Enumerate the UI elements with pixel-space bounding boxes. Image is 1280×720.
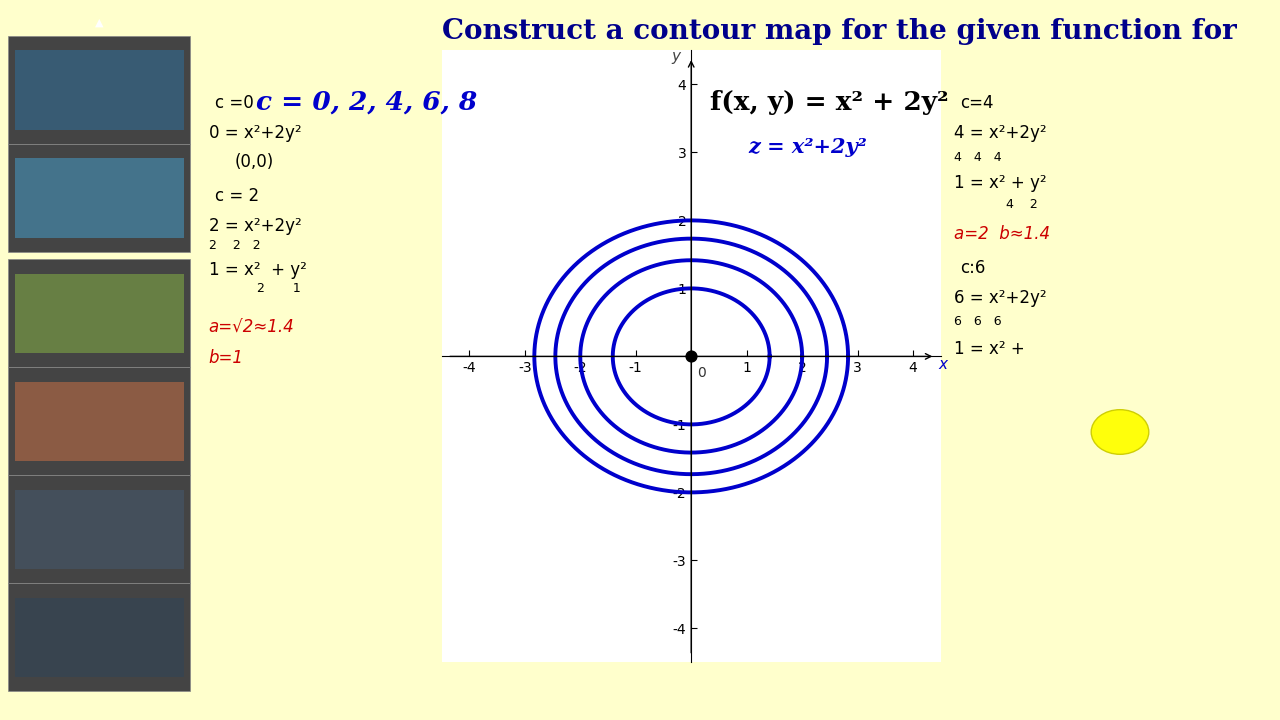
Text: 0: 0 — [696, 366, 705, 379]
FancyBboxPatch shape — [8, 583, 191, 691]
Point — [681, 351, 701, 362]
Text: b=1: b=1 — [209, 349, 243, 367]
Text: 4   4   4: 4 4 4 — [954, 151, 1001, 164]
FancyBboxPatch shape — [15, 382, 183, 461]
Text: 4    2: 4 2 — [986, 198, 1037, 211]
FancyBboxPatch shape — [8, 144, 191, 252]
Text: 1 = x² + y²: 1 = x² + y² — [954, 174, 1046, 192]
Text: 1 = x²  + y²: 1 = x² + y² — [209, 261, 306, 279]
Text: z = x²+2y²: z = x²+2y² — [749, 137, 868, 157]
Text: c=4: c=4 — [960, 94, 993, 112]
Text: ▲: ▲ — [95, 18, 104, 28]
Text: 4 = x²+2y²: 4 = x²+2y² — [954, 124, 1046, 142]
FancyBboxPatch shape — [8, 259, 191, 367]
Text: y: y — [672, 49, 681, 63]
FancyBboxPatch shape — [15, 598, 183, 677]
FancyBboxPatch shape — [8, 367, 191, 475]
Text: 1 = x² +: 1 = x² + — [954, 340, 1024, 358]
FancyBboxPatch shape — [15, 274, 183, 353]
FancyBboxPatch shape — [15, 50, 183, 130]
Text: a=2  b≈1.4: a=2 b≈1.4 — [954, 225, 1050, 243]
FancyBboxPatch shape — [15, 490, 183, 569]
FancyBboxPatch shape — [8, 36, 191, 144]
Text: x: x — [938, 356, 947, 372]
Text: 0 = x²+2y²: 0 = x²+2y² — [209, 124, 301, 142]
Ellipse shape — [1091, 410, 1149, 454]
Text: 6   6   6: 6 6 6 — [954, 315, 1001, 328]
Text: a=√2≈1.4: a=√2≈1.4 — [209, 318, 294, 336]
Text: (0,0): (0,0) — [234, 153, 274, 171]
FancyBboxPatch shape — [8, 475, 191, 583]
Text: 2 = x²+2y²: 2 = x²+2y² — [209, 217, 301, 235]
Text: Construct a contour map for the given function for: Construct a contour map for the given fu… — [442, 18, 1236, 45]
Text: c =0: c =0 — [215, 94, 253, 112]
Text: c:6: c:6 — [960, 259, 986, 277]
Text: 2    2   2: 2 2 2 — [209, 239, 260, 252]
Text: 2       1: 2 1 — [241, 282, 301, 295]
Text: c = 2: c = 2 — [215, 187, 259, 205]
FancyBboxPatch shape — [15, 158, 183, 238]
Text: c = 0, 2, 4, 6, 8: c = 0, 2, 4, 6, 8 — [256, 90, 477, 115]
Text: f(x, y) = x² + 2y²: f(x, y) = x² + 2y² — [710, 90, 948, 115]
Text: 6 = x²+2y²: 6 = x²+2y² — [954, 289, 1046, 307]
